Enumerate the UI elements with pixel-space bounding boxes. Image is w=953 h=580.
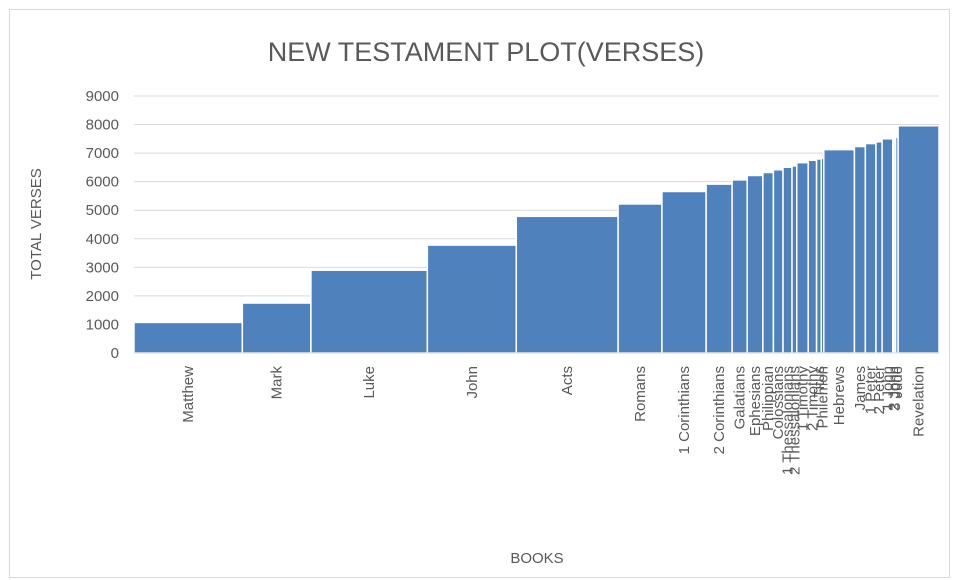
bar-hebrews bbox=[823, 148, 856, 354]
x-tick-label: Revelation bbox=[911, 366, 928, 437]
y-tick-label: 7000 bbox=[86, 145, 119, 162]
x-tick-label: 1 Corinthians bbox=[676, 366, 693, 454]
x-tick-label: 2 John bbox=[885, 366, 902, 411]
y-tick-label: 1000 bbox=[86, 316, 119, 333]
bar-matthew bbox=[133, 321, 244, 354]
x-tick-label: Romans bbox=[632, 366, 649, 422]
x-tick-label: 1 John bbox=[879, 366, 896, 411]
bar-colossians bbox=[772, 169, 784, 354]
x-tick-label: Jude bbox=[889, 366, 906, 399]
x-tick-label: Acts bbox=[559, 366, 576, 395]
bar-mark bbox=[241, 302, 312, 354]
bar-philippian bbox=[762, 171, 775, 354]
y-axis-ticks: 0 1000 2000 3000 4000 5000 6000 7000 8000 9000 bbox=[86, 88, 119, 362]
x-axis-ticks: Matthew Mark Luke John Acts Romans 1 Corinthia… bbox=[180, 366, 927, 475]
y-axis-label: TOTAL VERSES bbox=[28, 168, 45, 279]
x-tick-label: 1 Peter bbox=[863, 366, 880, 414]
bar-2-peter bbox=[875, 141, 883, 354]
bar-1-thessalonians bbox=[782, 166, 793, 354]
x-tick-label: Galatians bbox=[732, 366, 749, 429]
y-tick-label: 6000 bbox=[86, 174, 119, 191]
bar-ephesians bbox=[746, 174, 764, 354]
bar-luke bbox=[310, 269, 429, 354]
bar-galatians bbox=[731, 179, 748, 354]
y-tick-label: 3000 bbox=[86, 259, 119, 276]
x-tick-label: Philemon bbox=[815, 366, 832, 429]
x-tick-label: 2 Timothy bbox=[804, 366, 821, 432]
x-tick-label: Matthew bbox=[180, 366, 197, 423]
bar-1-peter bbox=[864, 142, 877, 354]
x-tick-label: Colossians bbox=[770, 366, 787, 439]
x-tick-label: 2 Thessalonians bbox=[786, 366, 803, 475]
bar-acts bbox=[515, 215, 619, 354]
x-tick-label: Mark bbox=[269, 366, 286, 400]
x-tick-label: 3 John bbox=[887, 366, 904, 411]
bars bbox=[133, 125, 940, 354]
y-tick-label: 9000 bbox=[86, 88, 119, 105]
y-tick-label: 5000 bbox=[86, 202, 119, 219]
bar-1-john bbox=[881, 138, 894, 354]
x-tick-label: Titus bbox=[811, 366, 828, 398]
x-tick-label: 2 Peter bbox=[871, 366, 888, 414]
bar-1-timothy bbox=[796, 161, 809, 354]
bar-2-corinthians bbox=[705, 183, 733, 354]
x-tick-label: Luke bbox=[361, 366, 378, 399]
y-tick-label: 0 bbox=[111, 345, 119, 362]
x-tick-label: 2 Corinthians bbox=[711, 366, 728, 454]
x-tick-label: James bbox=[852, 366, 869, 410]
chart-title: NEW TESTAMENT PLOT(VERSES) bbox=[268, 37, 705, 67]
x-tick-label: 1 Timothy bbox=[794, 366, 811, 432]
y-tick-label: 8000 bbox=[86, 117, 119, 134]
x-tick-label: Philippian bbox=[760, 366, 777, 431]
x-tick-label: 1 Thessalonians bbox=[780, 366, 797, 475]
x-tick-label: John bbox=[464, 366, 481, 399]
bar-1-corinthians bbox=[661, 190, 707, 354]
y-tick-label: 4000 bbox=[86, 231, 119, 248]
x-axis-label: BOOKS bbox=[510, 550, 563, 567]
x-tick-label: Hebrews bbox=[831, 366, 848, 425]
bar-james bbox=[853, 145, 867, 354]
y-tick-label: 2000 bbox=[86, 288, 119, 305]
x-tick-label: Ephesians bbox=[747, 366, 764, 436]
bar-revelation bbox=[897, 125, 940, 354]
bar-romans bbox=[617, 203, 663, 354]
bar-2-timothy bbox=[807, 159, 818, 354]
bar-john bbox=[426, 244, 518, 354]
